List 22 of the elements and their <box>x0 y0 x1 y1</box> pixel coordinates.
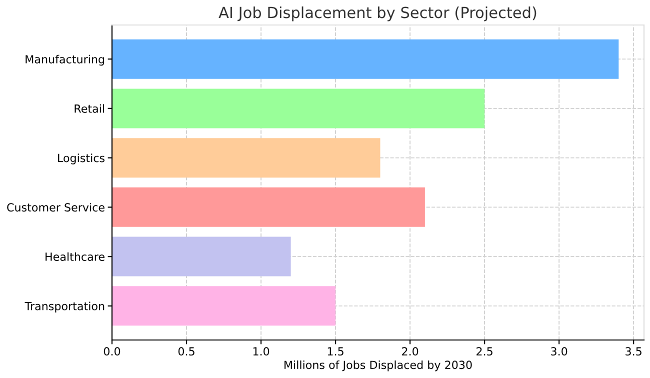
bar <box>112 187 425 227</box>
y-tick-label: Logistics <box>58 154 105 164</box>
x-tick-label: 2.5 <box>476 347 492 356</box>
bar <box>112 88 485 128</box>
y-tick-label: Manufacturing <box>26 54 104 66</box>
x-tick-label: 3.0 <box>551 347 568 356</box>
bar <box>112 236 291 276</box>
bar <box>112 138 380 178</box>
y-tick-label: Retail <box>74 104 104 113</box>
x-tick-label: 3.5 <box>626 347 642 356</box>
x-tick-label: 2.0 <box>402 347 418 356</box>
y-tick-label: Customer Service <box>7 202 104 212</box>
y-tick-label: Transportation <box>24 302 104 312</box>
bar <box>112 286 336 326</box>
x-tick-label: 0.0 <box>104 347 120 356</box>
x-axis-title: Millions of Jobs Displaced by 2030 <box>284 360 472 372</box>
chart-title: AI Job Displacement by Sector (Projected) <box>218 6 536 22</box>
y-tick-label: Healthcare <box>46 252 104 261</box>
x-tick-label: 0.5 <box>178 347 194 356</box>
x-tick-label: 1.0 <box>253 347 270 356</box>
bar <box>112 39 619 79</box>
x-tick-label: 1.5 <box>328 347 344 356</box>
